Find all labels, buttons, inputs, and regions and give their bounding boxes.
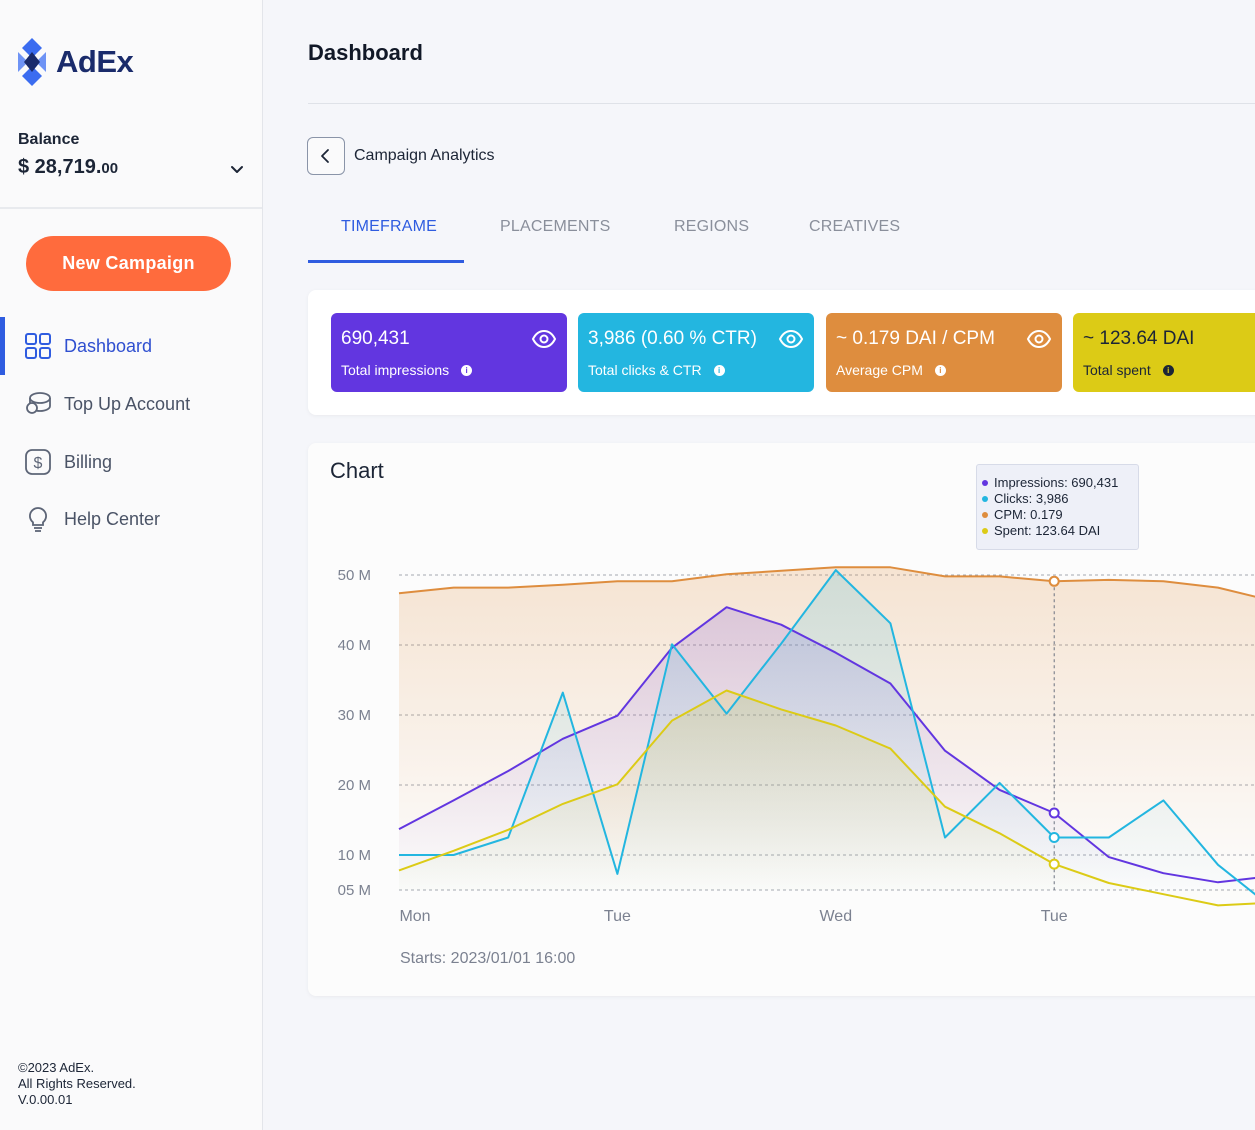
tooltip-row: CPM: 0.179 [982, 507, 1138, 523]
series-line-clicks [399, 569, 1255, 896]
x-tick-label: Tue [1041, 908, 1068, 925]
tab-placements[interactable]: PLACEMENTS [500, 218, 611, 235]
legend-dot [982, 496, 988, 502]
info-icon[interactable]: i [461, 364, 473, 376]
svg-text:$: $ [34, 455, 43, 472]
point-marker [1048, 807, 1060, 819]
balance-amount: $ 28,719.00 [18, 156, 119, 178]
balance-label: Balance [18, 131, 80, 148]
stat-label: Average CPM i [836, 362, 946, 378]
tooltip-row: Spent: 123.64 DAI [982, 523, 1138, 539]
sidebar-item-help-center[interactable]: Help Center [0, 496, 262, 542]
sidebar: AdEx Balance $ 28,719.00 New Campaign Da… [0, 0, 263, 1130]
info-icon[interactable]: i [713, 364, 725, 376]
adex-logo-icon [18, 38, 46, 86]
tab-regions[interactable]: REGIONS [674, 218, 750, 235]
lightbulb-icon [24, 505, 52, 533]
point-marker [1048, 858, 1060, 870]
page-title: Dashboard [308, 40, 423, 65]
y-tick-label: 50 M [338, 567, 371, 584]
stat-value: ~ 123.64 DAI [1083, 328, 1195, 349]
sidebar-item-label: Help Center [64, 508, 161, 529]
logo[interactable]: AdEx [18, 38, 134, 86]
series-line-cpm [398, 566, 1255, 598]
tab-creatives[interactable]: CREATIVES [809, 218, 901, 235]
stat-clicks[interactable]: 3,986 (0.60 % CTR) Total clicks & CTR i [578, 313, 814, 392]
stat-spent[interactable]: ~ 123.64 DAI Total spent i [1073, 313, 1255, 392]
info-icon[interactable]: i [1162, 364, 1174, 376]
chevron-down-icon[interactable] [229, 162, 245, 178]
new-campaign-button[interactable]: New Campaign [26, 236, 231, 291]
legend-dot [982, 528, 988, 534]
eye-icon[interactable] [531, 326, 557, 352]
tooltip-row: Clicks: 3,986 [982, 491, 1138, 507]
dollar-icon: $ [24, 448, 52, 476]
sidebar-item-label: Dashboard [64, 335, 153, 356]
sidebar-item-label: Billing [64, 451, 113, 472]
rights-text: All Rights Reserved. [18, 1076, 136, 1091]
tooltip-text: Clicks: 3,986 [994, 491, 1069, 506]
chart-title: Chart [330, 458, 384, 483]
y-tick-label: 40 M [338, 637, 371, 654]
stat-label: Total impressions i [341, 362, 473, 378]
info-icon[interactable]: i [934, 364, 946, 376]
breadcrumb: Campaign Analytics [354, 147, 495, 164]
point-marker [1048, 832, 1060, 843]
stat-impressions[interactable]: 690,431 Total impressions i [331, 313, 567, 392]
copyright-text: ©2023 AdEx. [18, 1060, 95, 1075]
x-tick-label: Mon [399, 908, 430, 925]
y-tick-label: 30 M [338, 707, 371, 724]
sidebar-item-dashboard[interactable]: Dashboard [0, 317, 262, 375]
grid-icon [24, 332, 52, 360]
tooltip-text: CPM: 0.179 [994, 507, 1063, 522]
stat-label: Total clicks & CTR i [588, 362, 725, 378]
tab-timeframe[interactable]: TIMEFRAME [341, 218, 438, 235]
tooltip-text: Spent: 123.64 DAI [994, 523, 1101, 538]
version-text: V.0.00.01 [18, 1092, 73, 1107]
chevron-left-icon [321, 149, 329, 163]
back-button[interactable] [307, 137, 345, 175]
legend-dot [982, 512, 988, 518]
sidebar-item-top-up[interactable]: Top Up Account [0, 381, 262, 427]
stat-value: 3,986 (0.60 % CTR) [588, 328, 757, 349]
brand-name: AdEx [56, 44, 134, 79]
active-tab-indicator [308, 260, 464, 263]
point-marker [1048, 575, 1060, 587]
x-tick-label: Wed [819, 908, 852, 925]
eye-icon[interactable] [778, 326, 804, 352]
x-tick-label: Tue [604, 908, 631, 925]
line-chart[interactable]: 50 M40 M30 M20 M10 M05 MMonTueWedTueFri [308, 443, 1255, 963]
stat-label: Total spent i [1083, 362, 1174, 378]
eye-icon[interactable] [1026, 326, 1052, 352]
series-area [399, 690, 1255, 906]
tooltip-text: Impressions: 690,431 [994, 475, 1119, 490]
series-line-spent [398, 689, 1255, 907]
sidebar-item-label: Top Up Account [64, 393, 191, 414]
series-line-impressions [398, 606, 1255, 884]
sidebar-footer: ©2023 AdEx. All Rights Reserved. V.0.00.… [18, 1060, 136, 1108]
stat-cpm[interactable]: ~ 0.179 DAI / CPM Average CPM i [826, 313, 1062, 392]
legend-dot [982, 480, 988, 486]
chart-start-date: Starts: 2023/01/01 16:00 [400, 950, 576, 967]
sidebar-item-billing[interactable]: $ Billing [0, 439, 262, 485]
y-tick-label: 20 M [338, 777, 371, 794]
y-tick-label: 05 M [338, 882, 371, 899]
tooltip-row: Impressions: 690,431 [982, 475, 1138, 491]
coins-icon [24, 390, 52, 418]
header-divider [308, 103, 1255, 104]
sidebar-divider [0, 207, 262, 209]
stat-value: ~ 0.179 DAI / CPM [836, 328, 995, 349]
y-tick-label: 10 M [338, 847, 371, 864]
chart-tooltip: Impressions: 690,431 Clicks: 3,986 CPM: 0.… [976, 464, 1139, 550]
stat-value: 690,431 [341, 328, 410, 349]
